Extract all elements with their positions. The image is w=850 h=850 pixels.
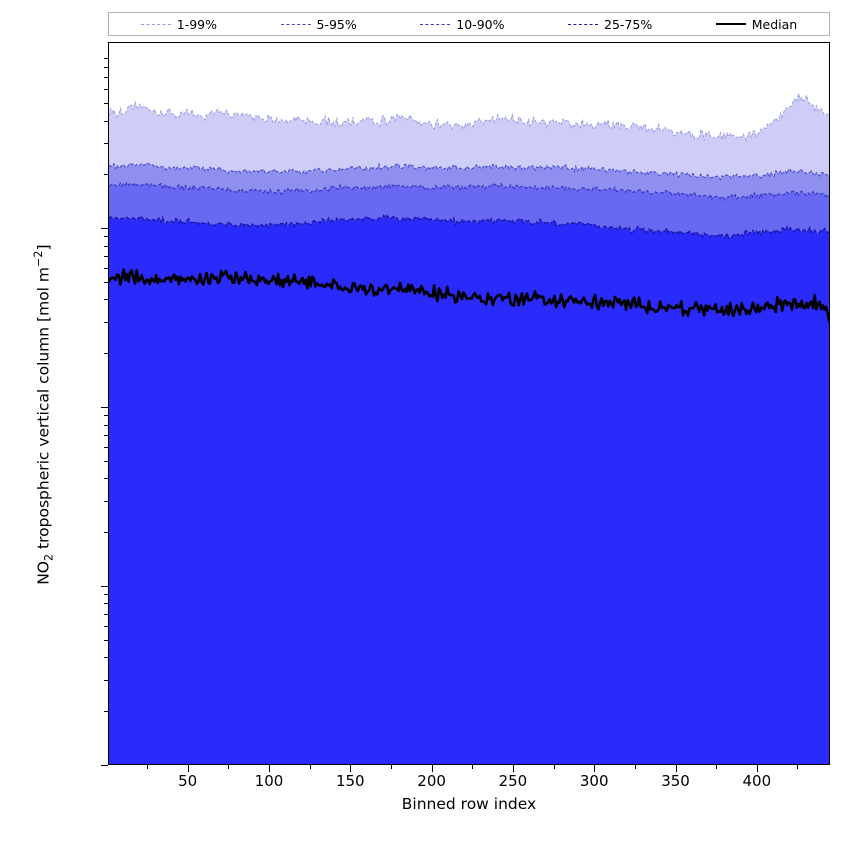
y-tick-minor bbox=[104, 142, 108, 144]
y-tick-minor bbox=[104, 415, 108, 417]
y-tick-minor bbox=[104, 89, 108, 91]
y-tick-minor bbox=[104, 236, 108, 238]
y-tick-minor bbox=[104, 639, 108, 641]
x-tick-major bbox=[350, 765, 352, 772]
legend-label-1-99: 1-99% bbox=[176, 16, 217, 32]
y-tick-minor bbox=[104, 299, 108, 301]
x-tick-minor bbox=[309, 765, 311, 769]
legend-label-25-75: 25-75% bbox=[604, 16, 653, 32]
y-tick-minor bbox=[104, 478, 108, 480]
legend-swatch-1-99 bbox=[140, 23, 171, 25]
legend-item-1-99[interactable]: 1-99% bbox=[140, 16, 217, 32]
y-tick-minor bbox=[104, 353, 108, 355]
y-tick-major bbox=[101, 228, 108, 230]
y-tick-minor bbox=[104, 77, 108, 79]
y-tick-minor bbox=[104, 434, 108, 436]
x-tick-label: 50 bbox=[178, 772, 198, 790]
x-tick-label: 350 bbox=[661, 772, 690, 790]
plot-area bbox=[108, 42, 830, 765]
x-tick-minor bbox=[716, 765, 718, 769]
y-tick-minor bbox=[104, 245, 108, 247]
legend-label-5-95: 5-95% bbox=[316, 16, 357, 32]
y-tick-minor bbox=[104, 532, 108, 534]
y-tick-minor bbox=[104, 282, 108, 284]
x-tick-label: 250 bbox=[498, 772, 528, 790]
x-tick-minor bbox=[472, 765, 474, 769]
x-tick-major bbox=[268, 765, 270, 772]
legend-label-median: Median bbox=[751, 16, 798, 32]
band-1-99-upper-line bbox=[109, 93, 829, 142]
plot-canvas bbox=[109, 93, 829, 764]
y-tick-minor bbox=[104, 657, 108, 659]
x-tick-major bbox=[594, 765, 596, 772]
y-axis-label: NO2 tropospheric vertical column [mol m−… bbox=[32, 85, 55, 745]
y-tick-minor bbox=[104, 256, 108, 257]
y-axis-label-text: NO2 tropospheric vertical column [mol m−… bbox=[32, 244, 56, 585]
band-25-75-upper-line bbox=[109, 213, 829, 239]
legend-item-10-90[interactable]: 10-90% bbox=[420, 17, 504, 32]
x-tick-label: 300 bbox=[579, 772, 609, 790]
x-tick-major bbox=[187, 765, 189, 772]
y-tick-minor bbox=[104, 321, 108, 323]
x-tick-label: 100 bbox=[254, 772, 284, 790]
legend-swatch-median bbox=[715, 23, 746, 25]
legend-item-5-95[interactable]: 5-95% bbox=[280, 16, 357, 32]
y-tick-minor bbox=[104, 120, 108, 122]
x-tick-major bbox=[756, 765, 758, 772]
x-tick-minor bbox=[147, 765, 149, 769]
x-tick-minor bbox=[390, 765, 392, 769]
x-tick-label: 400 bbox=[742, 772, 772, 790]
band-10-90-upper-line bbox=[109, 181, 829, 202]
y-tick-minor bbox=[104, 679, 108, 681]
y-tick-minor bbox=[104, 66, 108, 68]
x-tick-label: 150 bbox=[335, 772, 365, 790]
x-tick-label: 200 bbox=[417, 772, 446, 790]
x-tick-minor bbox=[553, 765, 555, 769]
y-tick-minor bbox=[104, 424, 108, 426]
y-tick-minor bbox=[104, 613, 108, 615]
y-tick-minor bbox=[104, 446, 108, 448]
y-tick-major bbox=[101, 765, 108, 766]
chart-legend: 1-99% 5-95% 10-90% 25-75% Median bbox=[108, 12, 830, 36]
median-line bbox=[109, 268, 829, 323]
x-tick-minor bbox=[228, 765, 230, 769]
x-tick-major bbox=[675, 765, 677, 772]
x-tick-major bbox=[512, 765, 514, 772]
y-tick-minor bbox=[104, 625, 108, 627]
legend-swatch-5-95 bbox=[280, 23, 311, 25]
legend-item-25-75[interactable]: 25-75% bbox=[568, 17, 652, 32]
legend-swatch-10-90 bbox=[420, 23, 451, 25]
y-tick-minor bbox=[104, 603, 108, 605]
y-tick-minor bbox=[104, 57, 108, 59]
x-axis-label: Binned row index bbox=[401, 795, 537, 813]
x-tick-minor bbox=[634, 765, 636, 769]
x-tick-major bbox=[431, 765, 433, 772]
legend-label-10-90: 10-90% bbox=[456, 16, 505, 32]
y-tick-major bbox=[101, 586, 108, 588]
y-tick-major bbox=[101, 407, 108, 409]
band-25-75-fill bbox=[109, 215, 829, 764]
y-tick-minor bbox=[104, 461, 108, 463]
x-tick-minor bbox=[797, 765, 799, 769]
legend-item-median[interactable]: Median bbox=[715, 16, 798, 32]
y-tick-minor bbox=[104, 267, 108, 269]
legend-swatch-25-75 bbox=[568, 23, 598, 25]
y-tick-minor bbox=[104, 500, 108, 502]
y-tick-minor bbox=[104, 103, 108, 105]
band-5-95-upper-line bbox=[109, 162, 829, 181]
y-tick-minor bbox=[104, 711, 108, 713]
y-tick-minor bbox=[104, 174, 108, 176]
y-tick-minor bbox=[104, 594, 108, 596]
